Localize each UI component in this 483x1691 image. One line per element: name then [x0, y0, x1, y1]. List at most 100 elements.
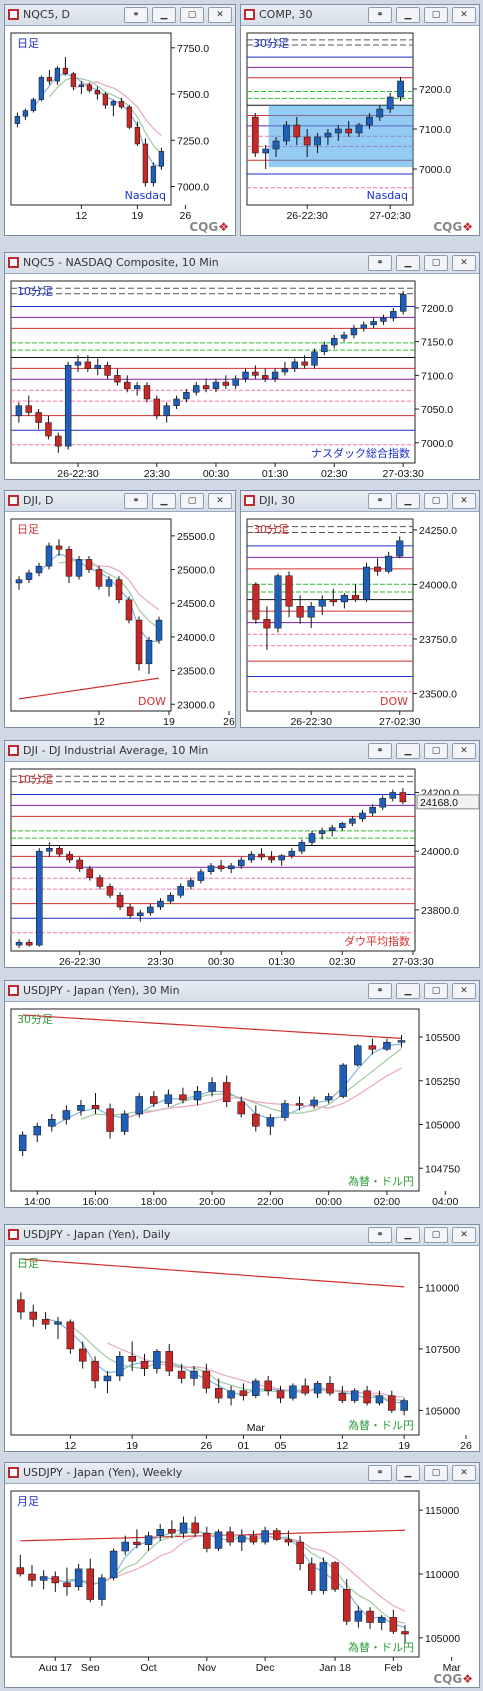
link-icon[interactable]: ⚭ [368, 743, 392, 759]
cqg-chart-icon [8, 745, 19, 756]
close-icon[interactable]: ✕ [452, 7, 476, 23]
maximize-icon[interactable]: ▢ [424, 743, 448, 759]
close-icon[interactable]: ✕ [452, 743, 476, 759]
link-icon[interactable]: ⚭ [368, 1465, 392, 1481]
candle [66, 1319, 75, 1354]
title-bar[interactable]: USDJPY - Japan (Yen), Daily ⚭ ▁ ▢ ✕ [5, 1225, 479, 1246]
maximize-icon[interactable]: ▢ [180, 7, 204, 23]
candle [78, 1341, 87, 1369]
candle [281, 361, 289, 376]
chart-window-dji_10[interactable]: DJI - DJ Industrial Average, 10 Min ⚭ ▁ ▢ ✕ 2… [4, 740, 480, 968]
cqg-logo-text: CQG [433, 220, 463, 234]
candle [28, 1565, 36, 1587]
candle [237, 1096, 245, 1118]
y-tick-label: 25000.0 [177, 565, 215, 577]
maximize-icon[interactable]: ▢ [424, 1465, 448, 1481]
candle [226, 1526, 234, 1546]
title-bar[interactable]: USDJPY - Japan (Yen), 30 Min ⚭ ▁ ▢ ✕ [5, 981, 479, 1002]
close-icon[interactable]: ✕ [452, 255, 476, 271]
y-tick-label: 24250.0 [419, 525, 457, 537]
chart-window-dji_30[interactable]: DJI, 30 ⚭ ▁ ▢ ✕ 24250.0 24000.0 23750.0 23500.0 2… [240, 490, 480, 728]
link-icon[interactable]: ⚭ [368, 493, 392, 509]
candle [339, 1063, 347, 1099]
x-tick-label: 22:00 [257, 1196, 283, 1208]
minimize-icon[interactable]: ▁ [396, 1465, 420, 1481]
title-bar[interactable]: USDJPY - Japan (Yen), Weekly ⚭ ▁ ▢ ✕ [5, 1463, 479, 1484]
chart-window-nq_daily[interactable]: NQC5, D ⚭ ▁ ▢ ✕ 7750.0 7500.0 7250.0 7000.0 12 19 2… [4, 4, 236, 236]
candle [46, 69, 53, 85]
y-tick-label: 7250.0 [177, 135, 209, 147]
minimize-icon[interactable]: ▁ [396, 983, 420, 999]
candle [349, 815, 356, 827]
link-icon[interactable]: ⚭ [368, 255, 392, 271]
x-tick-label: 20:00 [199, 1196, 225, 1208]
chart-window-usdjpy_w[interactable]: USDJPY - Japan (Yen), Weekly ⚭ ▁ ▢ ✕ 115000 11… [4, 1462, 480, 1688]
candle [150, 1091, 158, 1107]
y-tick-label: 23000.0 [177, 699, 215, 711]
chart-window-comp_30[interactable]: COMP, 30 ⚭ ▁ ▢ ✕ 7200.0 7100.0 7000.0 26-22:30 27… [240, 4, 480, 236]
instrument-label: DOW [380, 695, 408, 708]
title-bar[interactable]: NQC5, D ⚭ ▁ ▢ ✕ [5, 5, 235, 26]
minimize-icon[interactable]: ▁ [152, 7, 176, 23]
title-bar[interactable]: DJI, 30 ⚭ ▁ ▢ ✕ [241, 491, 479, 512]
minimize-icon[interactable]: ▁ [396, 255, 420, 271]
minimize-icon[interactable]: ▁ [396, 1227, 420, 1243]
candle [51, 1571, 60, 1592]
candle [338, 1385, 347, 1404]
last-price-box [416, 794, 479, 810]
chart-window-usdjpy_d[interactable]: USDJPY - Japan (Yen), Daily ⚭ ▁ ▢ ✕ 110000 107… [4, 1224, 480, 1452]
candle [238, 1529, 246, 1552]
y-tick-label: 7200.0 [419, 84, 451, 96]
link-icon[interactable]: ⚭ [368, 983, 392, 999]
x-tick-label: 05 [275, 1440, 287, 1452]
candle [252, 582, 260, 624]
minimize-icon[interactable]: ▁ [152, 493, 176, 509]
period-label: 日足 [17, 37, 39, 50]
candle [116, 892, 124, 910]
maximize-icon[interactable]: ▢ [424, 983, 448, 999]
minimize-icon[interactable]: ▁ [396, 7, 420, 23]
close-icon[interactable]: ✕ [452, 1465, 476, 1481]
candle [190, 1366, 198, 1386]
link-icon[interactable]: ⚭ [124, 493, 148, 509]
close-icon[interactable]: ✕ [452, 1227, 476, 1243]
title-bar[interactable]: COMP, 30 ⚭ ▁ ▢ ✕ [241, 5, 479, 26]
candle [118, 97, 125, 109]
link-icon[interactable]: ⚭ [368, 7, 392, 23]
y-tick-label: 24000.0 [419, 579, 457, 591]
chart-window-usdjpy_30[interactable]: USDJPY - Japan (Yen), 30 Min ⚭ ▁ ▢ ✕ 105500 10… [4, 980, 480, 1208]
y-tick-label: 7000.0 [177, 182, 209, 194]
close-icon[interactable]: ✕ [452, 493, 476, 509]
candle [380, 314, 387, 325]
plot-frame [10, 280, 416, 464]
maximize-icon[interactable]: ▢ [424, 255, 448, 271]
candle [70, 71, 77, 91]
candle [86, 82, 93, 93]
candle [75, 556, 83, 580]
candle [145, 636, 153, 674]
title-bar[interactable]: NQC5 - NASDAQ Composite, 10 Min ⚭ ▁ ▢ ✕ [5, 253, 479, 274]
close-icon[interactable]: ✕ [208, 7, 232, 23]
candle [55, 539, 63, 557]
chart-window-nq_10[interactable]: NQC5 - NASDAQ Composite, 10 Min ⚭ ▁ ▢ ✕ 7200.… [4, 252, 480, 480]
title-bar[interactable]: DJI - DJ Industrial Average, 10 Min ⚭ ▁ ▢ ✕ [5, 741, 479, 762]
candle [329, 588, 337, 607]
chart-window-dji_daily[interactable]: DJI, D ⚭ ▁ ▢ ✕ 25500.0 25000.0 24500.0 24000.0 23… [4, 490, 236, 728]
title-bar[interactable]: DJI, D ⚭ ▁ ▢ ✕ [5, 491, 235, 512]
maximize-icon[interactable]: ▢ [424, 1227, 448, 1243]
minimize-icon[interactable]: ▁ [396, 493, 420, 509]
candle [22, 108, 29, 120]
candle [137, 909, 144, 922]
maximize-icon[interactable]: ▢ [424, 7, 448, 23]
candle [298, 839, 306, 855]
cqg-logo: CQG❖ [433, 1672, 473, 1686]
instrument-label: 為替・ドル円 [348, 1418, 414, 1432]
link-icon[interactable]: ⚭ [124, 7, 148, 23]
close-icon[interactable]: ✕ [452, 983, 476, 999]
chart-plot: 105500 105250 105000 104750 14:00 16:00 18:00 2… [10, 1008, 460, 1208]
minimize-icon[interactable]: ▁ [396, 743, 420, 759]
maximize-icon[interactable]: ▢ [180, 493, 204, 509]
maximize-icon[interactable]: ▢ [424, 493, 448, 509]
link-icon[interactable]: ⚭ [368, 1227, 392, 1243]
close-icon[interactable]: ✕ [208, 493, 232, 509]
